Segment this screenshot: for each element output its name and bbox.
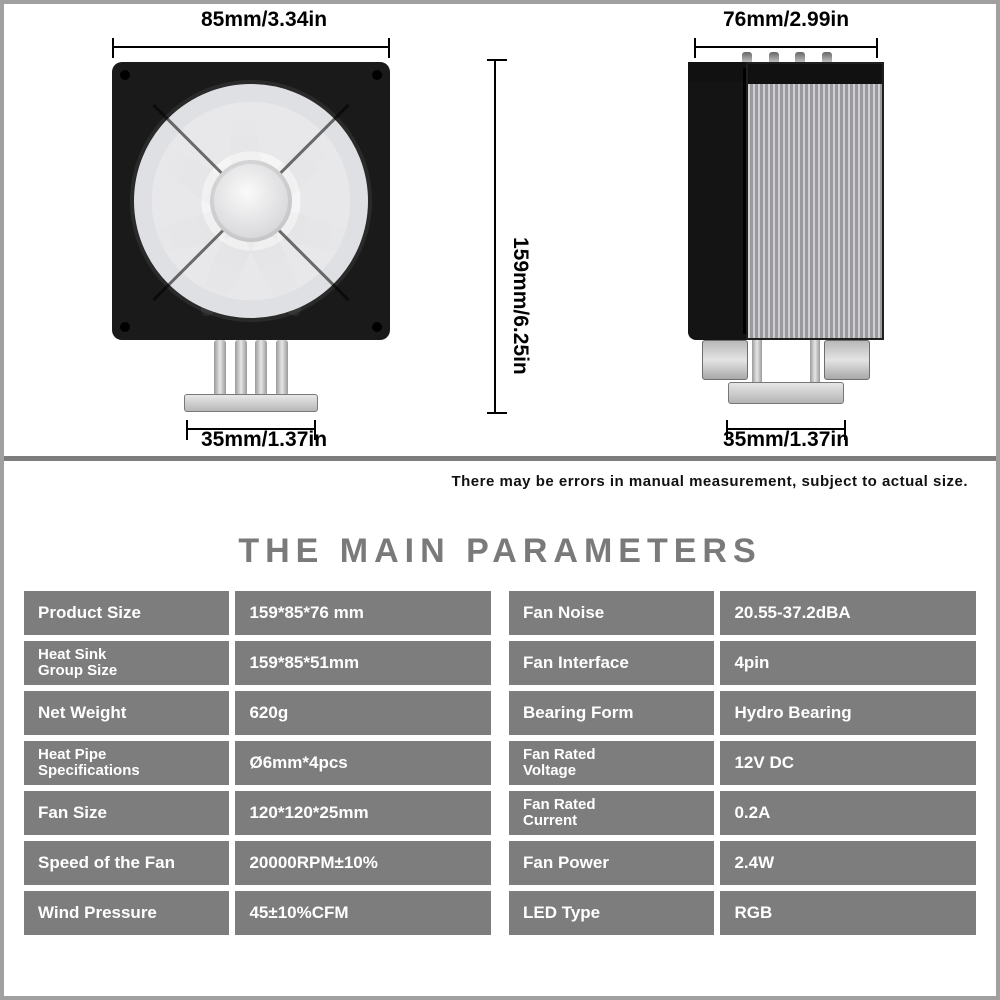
param-label: LED Type xyxy=(509,891,714,935)
param-value: 159*85*76 mm xyxy=(235,591,491,635)
param-value: 2.4W xyxy=(720,841,976,885)
param-label: Fan Power xyxy=(509,841,714,885)
parameters-left-column: Product Size159*85*76 mmHeat SinkGroup S… xyxy=(24,591,491,935)
product-spec-page: 85mm/3.34in xyxy=(0,0,1000,1000)
front-view: 85mm/3.34in xyxy=(64,4,464,456)
param-value: 620g xyxy=(235,691,491,735)
front-width-dimension-line xyxy=(112,38,390,58)
param-value: RGB xyxy=(720,891,976,935)
front-height-dimension-line: 159mm/6.25in xyxy=(480,59,510,414)
side-body xyxy=(688,62,884,340)
param-row: Heat SinkGroup Size159*85*51mm xyxy=(24,641,491,685)
param-label: Wind Pressure xyxy=(24,891,229,935)
param-label: Heat PipeSpecifications xyxy=(24,741,229,785)
param-row: Wind Pressure45±10%CFM xyxy=(24,891,491,935)
heat-pipes xyxy=(214,340,288,396)
param-value: 0.2A xyxy=(720,791,976,835)
side-view: 76mm/2.99in 35mm/1.37in xyxy=(616,4,956,456)
dimension-diagrams: 85mm/3.34in xyxy=(4,4,996,456)
front-base-dimension-line xyxy=(186,420,316,422)
param-row: Fan Power2.4W xyxy=(509,841,976,885)
param-value: Ø6mm*4pcs xyxy=(235,741,491,785)
side-base-dimension-line xyxy=(726,420,846,422)
param-label: Fan Noise xyxy=(509,591,714,635)
param-label: Heat SinkGroup Size xyxy=(24,641,229,685)
param-row: Fan Interface4pin xyxy=(509,641,976,685)
param-row: Fan RatedVoltage12V DC xyxy=(509,741,976,785)
param-value: 120*120*25mm xyxy=(235,791,491,835)
mount-bracket-right xyxy=(824,340,870,380)
parameters-title: THE MAIN PARAMETERS xyxy=(4,532,996,571)
param-value: 4pin xyxy=(720,641,976,685)
fan-front-illustration xyxy=(112,62,390,340)
param-row: Speed of the Fan20000RPM±10% xyxy=(24,841,491,885)
param-row: Bearing FormHydro Bearing xyxy=(509,691,976,735)
side-base-plate xyxy=(728,382,844,404)
param-value: 159*85*51mm xyxy=(235,641,491,685)
param-row: Fan Size120*120*25mm xyxy=(24,791,491,835)
parameters-right-column: Fan Noise20.55-37.2dBAFan Interface4pinB… xyxy=(509,591,976,935)
param-label: Net Weight xyxy=(24,691,229,735)
side-base-label: 35mm/1.37in xyxy=(723,428,849,452)
front-width-label: 85mm/3.34in xyxy=(201,8,327,32)
param-row: LED TypeRGB xyxy=(509,891,976,935)
param-label: Bearing Form xyxy=(509,691,714,735)
param-value: 20000RPM±10% xyxy=(235,841,491,885)
param-value: Hydro Bearing xyxy=(720,691,976,735)
front-height-label: 159mm/6.25in xyxy=(508,237,532,375)
side-width-label: 76mm/2.99in xyxy=(723,8,849,32)
parameters-table: Product Size159*85*76 mmHeat SinkGroup S… xyxy=(24,591,976,935)
param-row: Product Size159*85*76 mm xyxy=(24,591,491,635)
param-row: Net Weight620g xyxy=(24,691,491,735)
param-label: Fan Size xyxy=(24,791,229,835)
param-value: 20.55-37.2dBA xyxy=(720,591,976,635)
param-label: Fan RatedCurrent xyxy=(509,791,714,835)
param-label: Product Size xyxy=(24,591,229,635)
param-row: Fan RatedCurrent0.2A xyxy=(509,791,976,835)
param-row: Fan Noise20.55-37.2dBA xyxy=(509,591,976,635)
side-width-dimension-line xyxy=(694,38,878,40)
param-row: Heat PipeSpecificationsØ6mm*4pcs xyxy=(24,741,491,785)
param-value: 45±10%CFM xyxy=(235,891,491,935)
param-value: 12V DC xyxy=(720,741,976,785)
side-heat-pipes xyxy=(746,340,826,384)
front-base-label: 35mm/1.37in xyxy=(201,428,327,452)
mount-bracket-left xyxy=(702,340,748,380)
base-plate xyxy=(184,394,318,412)
measurement-disclaimer: There may be errors in manual measuremen… xyxy=(4,461,996,490)
param-label: Fan Interface xyxy=(509,641,714,685)
param-label: Fan RatedVoltage xyxy=(509,741,714,785)
param-label: Speed of the Fan xyxy=(24,841,229,885)
